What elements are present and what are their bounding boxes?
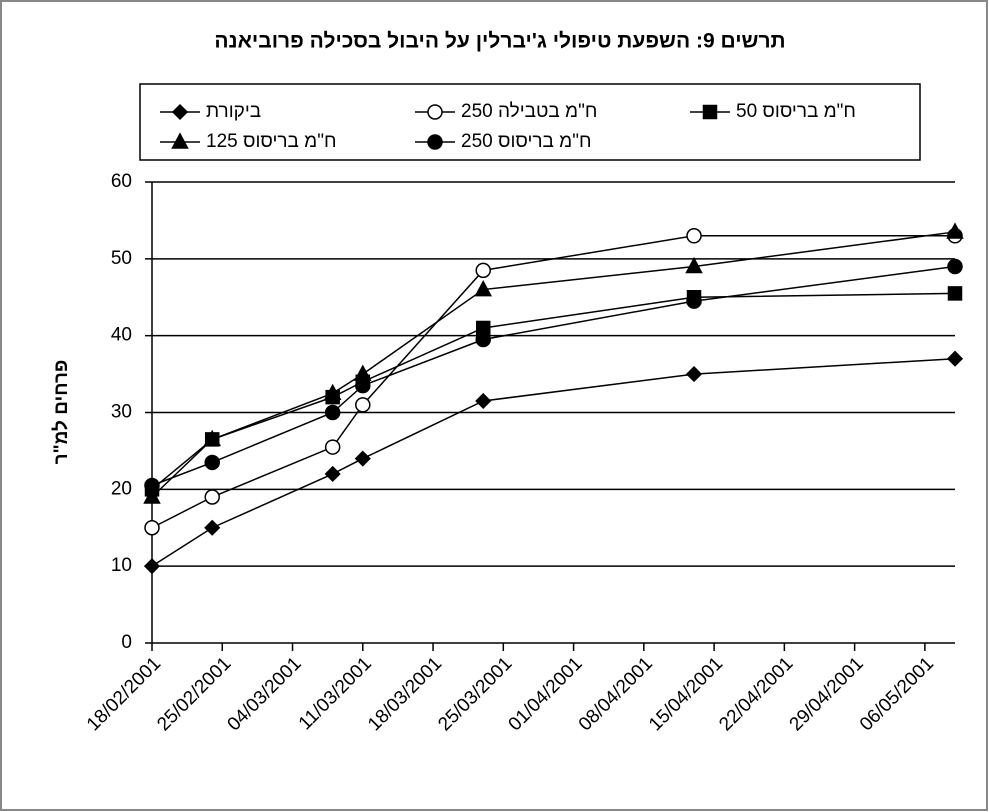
marker [946,350,964,367]
marker [143,487,161,504]
marker [204,454,220,471]
y-tick-label: 60 [111,171,132,192]
legend-marker [427,104,443,120]
y-tick-label: 10 [111,555,132,576]
chart-title: תרשים 9: השפעת טיפולי ג'יברלין על היבול … [214,30,785,53]
marker [324,439,341,455]
legend-label: ח"מ בריסוס 125 [206,131,337,152]
marker [143,558,161,575]
marker [685,366,703,383]
y-tick-label: 40 [111,325,132,346]
marker [355,397,371,413]
marker [354,450,371,467]
marker [204,519,221,536]
marker [324,404,341,421]
marker [144,477,160,494]
legend-label: ח"מ בריסוס 250 [461,131,592,152]
marker [947,258,963,275]
marker [686,228,702,244]
legend-label: ח"מ בטבילה 250 [461,101,597,122]
marker [323,383,342,401]
y-tick-label: 0 [121,632,132,653]
marker [685,256,703,274]
legend-marker [427,134,443,150]
marker [204,489,220,505]
marker [203,429,221,447]
legend-item: ח"מ בריסוס 125 [160,131,337,152]
marker [475,331,491,348]
marker [474,279,492,297]
y-axis-label: פרחים למ"ר [51,360,72,465]
legend-item: ביקורת [160,101,261,122]
legend-item: ח"מ בריסוס 250 [415,131,592,152]
marker [947,286,963,301]
marker [355,377,371,394]
legend-label: ביקורת [206,101,261,122]
legend-marker [171,132,189,149]
legend-item: ח"מ בטבילה 250 [415,101,597,122]
marker [324,465,341,483]
y-tick-label: 20 [111,478,132,499]
marker [144,520,160,536]
legend-marker [171,103,189,121]
legend-marker [702,104,718,120]
legend-box [139,83,921,161]
marker [475,262,491,279]
y-tick-label: 50 [111,248,132,269]
y-tick-label: 30 [111,402,132,423]
legend-label: ח"מ בריסוס 50 [736,101,856,122]
marker [946,222,964,239]
marker [475,392,492,410]
legend-item: ח"מ בריסוס 50 [690,101,856,122]
marker [686,293,702,309]
